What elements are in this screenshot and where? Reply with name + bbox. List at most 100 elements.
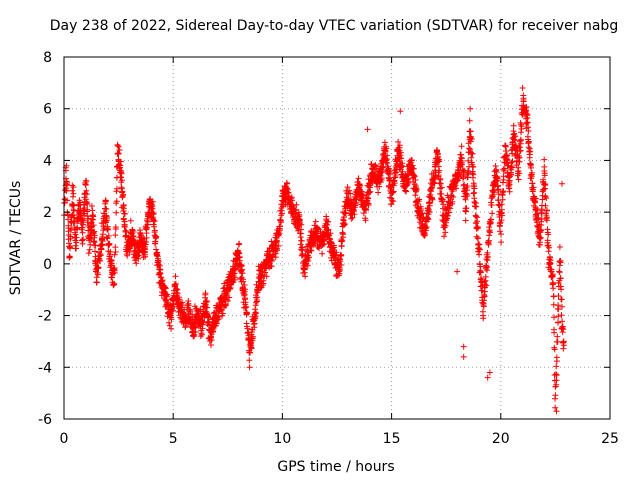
data-point bbox=[518, 123, 525, 130]
data-point bbox=[499, 188, 506, 195]
data-point bbox=[452, 182, 459, 189]
data-point bbox=[532, 195, 539, 202]
data-point bbox=[464, 187, 471, 194]
data-point bbox=[515, 176, 522, 183]
data-point bbox=[67, 243, 74, 249]
data-point bbox=[460, 343, 467, 350]
data-point bbox=[107, 248, 114, 255]
data-point bbox=[413, 186, 420, 193]
data-point bbox=[215, 316, 222, 323]
data-point bbox=[416, 196, 423, 203]
data-point bbox=[305, 254, 312, 261]
data-point bbox=[192, 329, 199, 335]
data-point bbox=[113, 188, 120, 195]
data-point bbox=[462, 217, 469, 224]
data-point bbox=[85, 250, 92, 257]
data-point bbox=[111, 251, 118, 258]
data-point bbox=[298, 244, 305, 251]
data-point bbox=[481, 291, 488, 298]
data-point bbox=[512, 142, 519, 149]
data-point bbox=[557, 283, 564, 290]
data-point bbox=[149, 198, 156, 205]
data-point bbox=[97, 252, 104, 259]
data-point bbox=[338, 262, 345, 268]
data-point bbox=[473, 233, 480, 240]
data-point bbox=[312, 218, 319, 225]
data-point bbox=[554, 333, 561, 340]
data-point bbox=[127, 217, 134, 224]
data-point bbox=[130, 229, 137, 235]
data-point bbox=[553, 371, 559, 378]
data-point bbox=[305, 258, 312, 264]
data-point bbox=[148, 201, 155, 208]
data-point bbox=[429, 196, 436, 203]
data-point bbox=[538, 222, 545, 228]
data-point bbox=[543, 214, 550, 221]
data-point bbox=[458, 143, 465, 150]
data-point bbox=[83, 187, 90, 194]
data-point bbox=[545, 231, 552, 238]
data-point bbox=[462, 196, 469, 203]
data-point bbox=[533, 211, 540, 218]
data-point bbox=[226, 286, 233, 292]
data-point bbox=[510, 122, 517, 129]
data-point bbox=[278, 217, 284, 224]
data-point bbox=[418, 206, 425, 212]
y-tick-label: -2 bbox=[38, 309, 52, 325]
data-point bbox=[191, 333, 198, 340]
data-point bbox=[219, 310, 226, 317]
data-point bbox=[177, 300, 184, 307]
x-tick-label: 0 bbox=[60, 431, 69, 447]
data-point bbox=[508, 171, 514, 178]
data-point bbox=[84, 206, 91, 213]
data-point bbox=[378, 177, 385, 183]
data-point bbox=[557, 275, 564, 282]
data-point bbox=[347, 190, 354, 197]
data-point bbox=[473, 213, 479, 220]
data-point bbox=[434, 147, 441, 153]
data-point bbox=[454, 268, 461, 275]
data-point bbox=[537, 241, 543, 248]
data-point bbox=[299, 244, 306, 251]
data-point bbox=[509, 164, 515, 171]
data-point bbox=[151, 223, 158, 230]
data-point bbox=[166, 322, 173, 329]
data-point bbox=[325, 226, 332, 233]
data-point bbox=[73, 245, 80, 252]
data-point bbox=[94, 271, 101, 278]
data-point bbox=[115, 150, 122, 157]
data-point bbox=[553, 372, 560, 379]
data-point bbox=[172, 273, 179, 280]
data-point bbox=[510, 136, 517, 143]
data-point bbox=[91, 232, 98, 239]
data-point bbox=[381, 139, 388, 146]
data-point bbox=[208, 337, 215, 343]
data-point bbox=[112, 249, 119, 255]
data-point bbox=[437, 180, 444, 187]
data-point bbox=[528, 173, 535, 180]
data-point bbox=[113, 209, 120, 216]
data-point bbox=[431, 175, 438, 182]
data-point bbox=[500, 179, 506, 186]
data-point bbox=[553, 377, 560, 384]
data-point bbox=[240, 278, 247, 285]
data-point bbox=[364, 195, 371, 201]
data-point bbox=[189, 311, 196, 318]
data-point bbox=[512, 137, 518, 144]
data-point bbox=[560, 342, 567, 349]
data-point bbox=[436, 167, 443, 174]
data-point bbox=[98, 242, 105, 249]
data-point bbox=[487, 229, 494, 236]
data-point bbox=[358, 188, 365, 195]
data-point bbox=[556, 269, 563, 276]
data-point bbox=[426, 200, 433, 207]
data-point bbox=[555, 293, 562, 299]
data-point bbox=[552, 383, 559, 390]
data-point bbox=[487, 221, 494, 227]
data-point bbox=[182, 311, 189, 318]
data-point bbox=[340, 222, 347, 229]
data-point bbox=[465, 169, 472, 176]
data-point bbox=[244, 325, 251, 332]
data-point bbox=[170, 303, 177, 310]
